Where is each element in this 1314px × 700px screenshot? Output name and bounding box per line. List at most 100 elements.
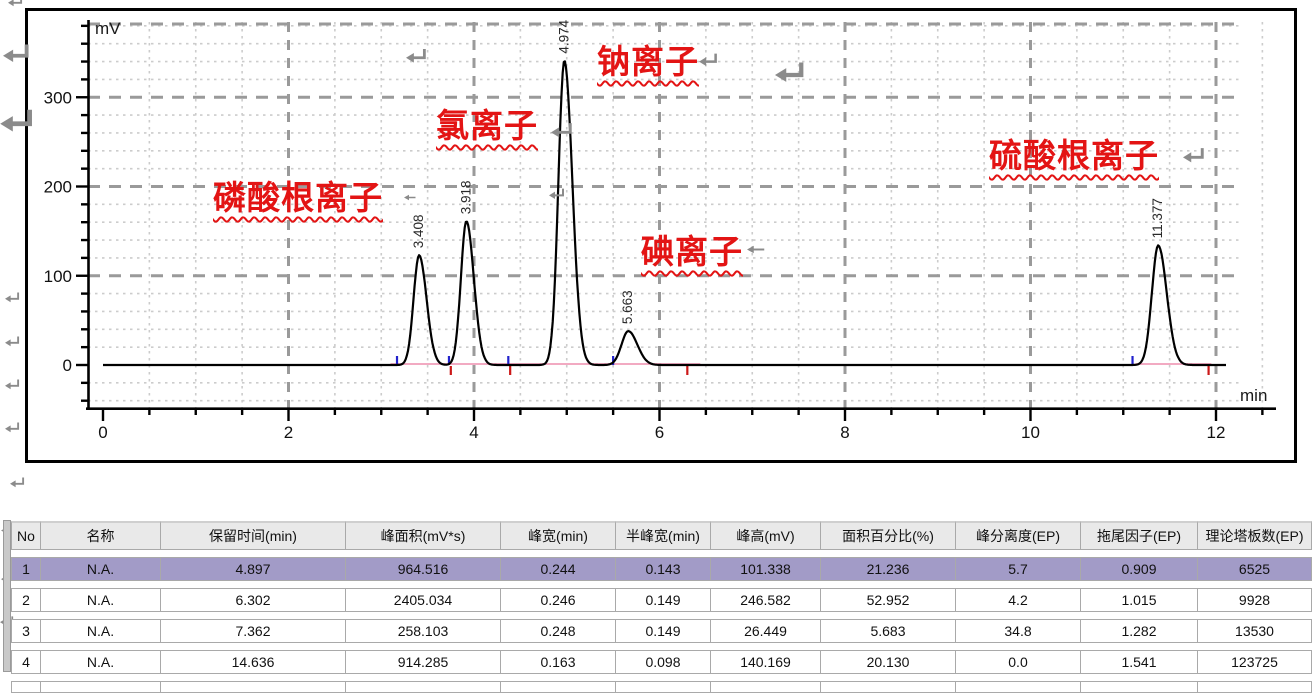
svg-text:10: 10 <box>1021 423 1040 442</box>
table-cell: 7.362 <box>161 619 346 643</box>
column-header: 理论塔板数(EP) <box>1198 521 1312 550</box>
left-arrow-icon <box>747 244 765 255</box>
empty-table-cell <box>956 681 1081 693</box>
table-cell: 1.015 <box>1081 588 1198 612</box>
svg-text:4: 4 <box>469 423 478 442</box>
table-cell: 0.163 <box>501 650 616 674</box>
table-cell: 1.541 <box>1081 650 1198 674</box>
table-row[interactable]: 2 N.A. 6.302 2405.034 0.246 0.149 246.582 52.95… <box>11 588 1312 612</box>
empty-table-cell <box>11 681 41 693</box>
table-cell: 3 <box>11 619 41 643</box>
table-cell: 14.636 <box>161 650 346 674</box>
table-row[interactable]: 4 N.A. 14.636 914.285 0.163 0.098 140.169 20.13… <box>11 650 1312 674</box>
table-cell: 2 <box>11 588 41 612</box>
peak-rt-label: 3.408 <box>411 214 426 248</box>
svg-text:8: 8 <box>840 423 849 442</box>
table-row[interactable]: 1 N.A. 4.897 964.516 0.244 0.143 101.338 21.236… <box>11 557 1312 581</box>
empty-table-cell <box>616 681 711 693</box>
column-header: 峰面积(mV*s) <box>346 521 501 550</box>
peak-rt-label: 11.377 <box>1150 198 1165 238</box>
return-arrow-icon <box>699 52 718 68</box>
column-header: No <box>11 521 41 550</box>
table-cell: 0.098 <box>616 650 711 674</box>
return-arrow-icon <box>5 378 20 391</box>
svg-text:300: 300 <box>44 88 72 107</box>
table-cell: 123725 <box>1198 650 1312 674</box>
return-arrow-icon <box>8 0 23 8</box>
empty-table-cell <box>711 681 821 693</box>
table-cell: 0.149 <box>616 619 711 643</box>
empty-table-row <box>11 681 1312 693</box>
table-cell: N.A. <box>41 557 161 581</box>
table-cell: 21.236 <box>821 557 956 581</box>
column-header: 拖尾因子(EP) <box>1081 521 1198 550</box>
annotation-phosphate-ion: 磷酸根离子 <box>213 179 383 216</box>
return-arrow-icon <box>10 476 25 489</box>
table-cell: 0.0 <box>956 650 1081 674</box>
annotation-iodide-ion: 碘离子 <box>641 233 743 270</box>
peak-rt-label: 5.663 <box>620 290 635 324</box>
table-cell: 34.8 <box>956 619 1081 643</box>
table-cell: 4.897 <box>161 557 346 581</box>
return-arrow-icon <box>775 60 805 85</box>
column-header: 半峰宽(min) <box>616 521 711 550</box>
column-header: 保留时间(min) <box>161 521 346 550</box>
table-cell: 6.302 <box>161 588 346 612</box>
column-header: 面积百分比(%) <box>821 521 956 550</box>
table-cell: 5.7 <box>956 557 1081 581</box>
annotation-sodium-ion: 钠离子 <box>597 43 699 80</box>
return-arrow-icon <box>406 47 427 65</box>
svg-text:0: 0 <box>63 356 72 375</box>
peak-table-header: No 名称 保留时间(min) 峰面积(mV*s) 峰宽(min) 半峰宽(min) 峰高(… <box>11 521 1312 550</box>
table-row[interactable]: 3 N.A. 7.362 258.103 0.248 0.149 26.449 5.683 34… <box>11 619 1312 643</box>
svg-text:200: 200 <box>44 178 72 197</box>
peak-rt-label: 4.974 <box>556 19 571 53</box>
table-cell: 246.582 <box>711 588 821 612</box>
svg-text:100: 100 <box>44 267 72 286</box>
empty-table-cell <box>161 681 346 693</box>
return-arrow-icon <box>551 121 573 140</box>
table-cell: N.A. <box>41 619 161 643</box>
table-cell: 52.952 <box>821 588 956 612</box>
empty-table-cell <box>41 681 161 693</box>
left-arrow-icon <box>404 193 416 202</box>
svg-text:2: 2 <box>284 423 293 442</box>
table-cell: 140.169 <box>711 650 821 674</box>
table-cell: 0.149 <box>616 588 711 612</box>
column-header: 峰分离度(EP) <box>956 521 1081 550</box>
return-arrow-icon <box>5 291 20 304</box>
table-cell: 5.683 <box>821 619 956 643</box>
return-arrow-icon <box>0 107 34 135</box>
return-arrow-icon <box>5 421 20 434</box>
empty-table-cell <box>501 681 616 693</box>
empty-table-cell <box>1081 681 1198 693</box>
column-header: 峰宽(min) <box>501 521 616 550</box>
svg-text:12: 12 <box>1207 423 1226 442</box>
table-cell: 0.248 <box>501 619 616 643</box>
svg-text:6: 6 <box>655 423 664 442</box>
table-cell: 6525 <box>1198 557 1312 581</box>
peak-table: No 名称 保留时间(min) 峰面积(mV*s) 峰宽(min) 半峰宽(min) 峰高(… <box>11 514 1312 700</box>
y-axis-unit-label: mV <box>95 19 121 38</box>
peak-rt-label: 3.918 <box>458 181 473 215</box>
table-cell: 914.285 <box>346 650 501 674</box>
return-arrow-icon <box>1183 146 1205 165</box>
column-header: 峰高(mV) <box>711 521 821 550</box>
table-cell: 4 <box>11 650 41 674</box>
annotation-chloride-ion: 氯离子 <box>436 107 538 144</box>
chromatogram-chart: 0 100 200 300 0 2 4 6 8 10 12 3.408 3.918 4.974 5.663 1… <box>44 19 1276 442</box>
empty-table-cell <box>821 681 956 693</box>
return-arrow-icon <box>3 42 30 65</box>
table-cell: 0.246 <box>501 588 616 612</box>
table-cell: 1.282 <box>1081 619 1198 643</box>
table-cell: 101.338 <box>711 557 821 581</box>
table-cell: N.A. <box>41 650 161 674</box>
annotation-sulfate-ion: 硫酸根离子 <box>989 137 1159 174</box>
table-cell: 0.909 <box>1081 557 1198 581</box>
x-axis-unit-label: min <box>1240 386 1268 405</box>
table-cell: N.A. <box>41 588 161 612</box>
table-cell: 4.2 <box>956 588 1081 612</box>
peak-table-container: No 名称 保留时间(min) 峰面积(mV*s) 峰宽(min) 半峰宽(min) 峰高(… <box>11 514 1312 700</box>
return-arrow-icon <box>549 187 565 201</box>
